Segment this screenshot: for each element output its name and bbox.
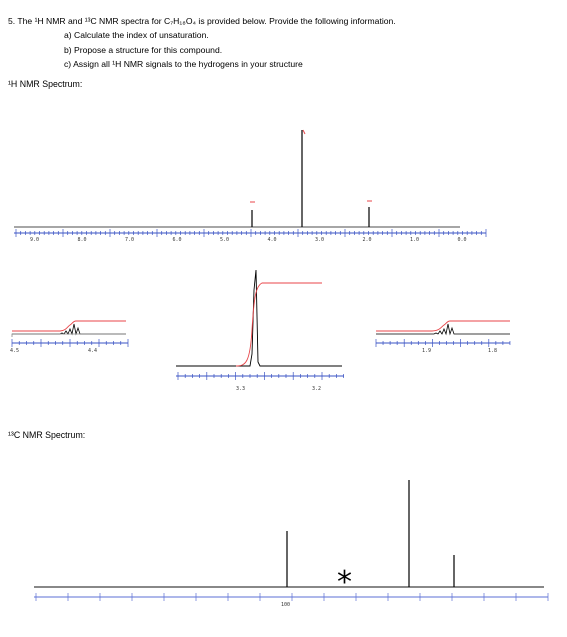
h-axis-ticks bbox=[15, 229, 487, 237]
zoom-left-baseline bbox=[11, 333, 126, 337]
zoom-mid-ticks bbox=[177, 372, 344, 380]
zoom-mid-tick-3.3: 3.3 bbox=[236, 386, 245, 392]
c-nmr-spectrum: * 100 bbox=[34, 480, 549, 608]
c-axis-ticks bbox=[35, 593, 549, 601]
question-intro: 5. The ¹H NMR and ¹³C NMR spectra for C₇… bbox=[8, 16, 396, 26]
zoom-mid-trace bbox=[176, 269, 342, 367]
zoom-mid-tick-3.2: 3.2 bbox=[312, 386, 321, 392]
c-nmr-heading: ¹³C NMR Spectrum: bbox=[8, 430, 86, 440]
solvent-asterisk-icon: * bbox=[337, 565, 352, 600]
h-axis-tick-label: 6.0 bbox=[173, 237, 182, 243]
h-zoom-left: 4.5 4.4 bbox=[10, 320, 129, 354]
h-axis-tick-label: 9.0 bbox=[30, 237, 39, 243]
zoom-left-tick-4.4: 4.4 bbox=[88, 348, 97, 354]
zoom-left-integral bbox=[12, 320, 126, 332]
h-axis-tick-label: 1.0 bbox=[410, 237, 419, 243]
question-item-c: c) Assign all ¹H NMR signals to the hydr… bbox=[64, 59, 303, 70]
h-nmr-heading: ¹H NMR Spectrum: bbox=[8, 79, 83, 89]
h-axis-tick-label: 7.0 bbox=[125, 237, 134, 243]
h-zoom-middle: 3.3 3.2 bbox=[176, 269, 344, 392]
question-item-a: a) Calculate the index of unsaturation. bbox=[64, 30, 209, 41]
zoom-right-tick-1.8: 1.8 bbox=[488, 348, 497, 354]
question-item-b: b) Propose a structure for this compound… bbox=[64, 44, 223, 55]
h-zoom-right: 1.9 1.8 bbox=[375, 320, 511, 354]
h-axis-tick-label: 5.0 bbox=[220, 237, 229, 243]
h-axis-labels: 9.0 8.0 7.0 6.0 5.0 4.0 3.0 2.0 1.0 0.0 bbox=[30, 237, 467, 243]
zoom-mid-integral bbox=[235, 282, 322, 367]
h-axis-tick-label: 8.0 bbox=[78, 237, 87, 243]
question-text: 5. The ¹H NMR and ¹³C NMR spectra for C₇… bbox=[8, 14, 396, 72]
h-axis-tick-label: 4.0 bbox=[268, 237, 277, 243]
h-axis-tick-label: 0.0 bbox=[458, 237, 467, 243]
zoom-right-ticks bbox=[375, 339, 511, 347]
h-axis-tick-label: 2.0 bbox=[363, 237, 372, 243]
zoom-right-trace bbox=[376, 323, 510, 336]
h-integral-3.3 bbox=[302, 129, 306, 135]
zoom-left-ticks bbox=[11, 339, 129, 347]
zoom-right-tick-1.9: 1.9 bbox=[422, 348, 431, 354]
zoom-right-integral bbox=[376, 320, 510, 332]
zoom-left-trace bbox=[12, 323, 126, 336]
h-nmr-main-spectrum: 9.0 8.0 7.0 6.0 5.0 4.0 3.0 2.0 1.0 0.0 bbox=[14, 129, 487, 243]
c-axis-tick-100: 100 bbox=[281, 602, 290, 608]
zoom-left-tick-4.5: 4.5 bbox=[10, 348, 19, 354]
h-axis-tick-label: 3.0 bbox=[315, 237, 324, 243]
